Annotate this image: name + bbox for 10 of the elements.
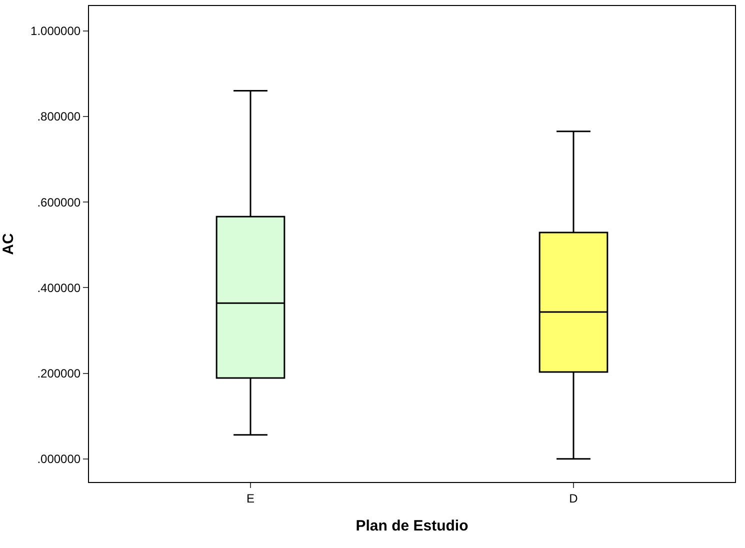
y-tick-label: .400000: [37, 280, 81, 295]
y-tick-label: 1.000000: [30, 24, 81, 38]
x-tick-label: D: [569, 491, 578, 506]
x-tick-label: E: [246, 491, 255, 506]
y-tick-label: .200000: [37, 366, 81, 380]
x-axis-title: Plan de Estudio: [356, 517, 468, 534]
y-tick-label: .600000: [37, 195, 81, 210]
y-tick-label: .000000: [37, 452, 81, 466]
y-tick-label: .800000: [37, 110, 81, 124]
y-axis-title: AC: [0, 233, 17, 255]
